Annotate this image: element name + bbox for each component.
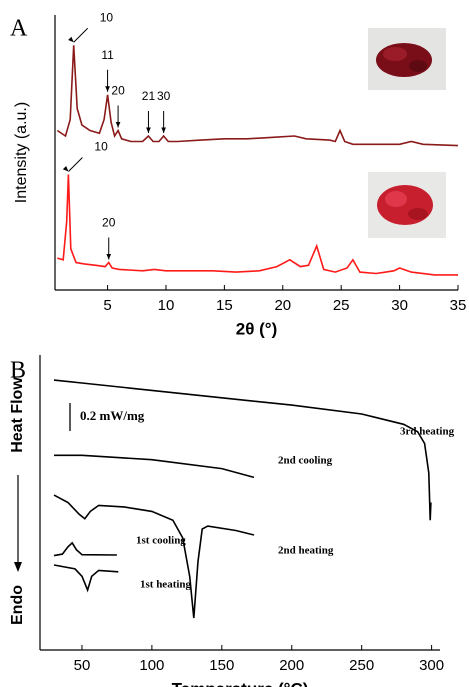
annotation-arrow — [73, 27, 89, 43]
annotation-arrowhead — [146, 127, 151, 133]
x-tick-label: 150 — [209, 657, 234, 674]
series-label: 2nd cooling — [278, 455, 333, 467]
series-line — [56, 45, 459, 147]
x-axis-label: Temperature (°C) — [172, 679, 309, 687]
x-tick-label: 10 — [158, 297, 175, 314]
annotation-label: 20 — [102, 216, 116, 230]
x-tick-label: 15 — [216, 297, 233, 314]
annotation-arrowhead — [62, 165, 69, 172]
series-line — [57, 174, 458, 276]
x-tick-label: 200 — [279, 657, 304, 674]
annotation-arrowhead — [105, 86, 110, 92]
series-line — [53, 379, 432, 521]
series-label: 1st cooling — [136, 535, 186, 547]
series-line — [54, 454, 255, 479]
x-tick-label: 30 — [391, 297, 408, 314]
series-line — [53, 564, 119, 593]
x-tick-label: 35 — [450, 297, 467, 314]
annotation-arrowhead — [161, 127, 166, 133]
y-axis-label: Heat Flow — [9, 377, 26, 453]
series-label: 1st heating — [140, 579, 192, 591]
direction-arrow-head — [14, 562, 22, 572]
x-tick-label: 25 — [333, 297, 350, 314]
annotation-arrowhead — [68, 36, 74, 43]
photo-bottom — [368, 172, 446, 238]
x-tick-label: 5 — [103, 297, 111, 314]
series-label: 3rd heating — [400, 426, 455, 438]
photo-top — [368, 28, 446, 90]
series-line — [53, 541, 117, 557]
annotation-label: 11 — [101, 48, 114, 62]
annotation-arrowhead — [106, 253, 112, 260]
x-tick-label: 250 — [349, 657, 374, 674]
panel-letter: B — [10, 358, 26, 384]
series-label: 2nd heating — [278, 545, 334, 557]
annotation-label: 10 — [94, 140, 108, 154]
annotation-arrow — [68, 157, 83, 172]
direction-label: Endo — [9, 585, 26, 625]
annotation-label: 30 — [157, 89, 171, 103]
y-axis-label: Intensity (a.u.) — [13, 102, 30, 203]
annotation-label: 10 — [100, 10, 114, 24]
panel-letter: A — [10, 16, 28, 42]
annotation-label: 21 — [142, 89, 156, 103]
series-line — [53, 494, 255, 619]
x-tick-label: 20 — [274, 297, 291, 314]
x-tick-label: 50 — [74, 657, 91, 674]
x-axis-label: 2θ (°) — [236, 319, 278, 338]
x-tick-label: 300 — [419, 657, 444, 674]
scale-bar-label: 0.2 mW/mg — [80, 408, 145, 423]
annotation-arrowhead — [115, 121, 121, 128]
annotation-label: 20 — [111, 84, 125, 98]
x-tick-label: 100 — [139, 657, 164, 674]
